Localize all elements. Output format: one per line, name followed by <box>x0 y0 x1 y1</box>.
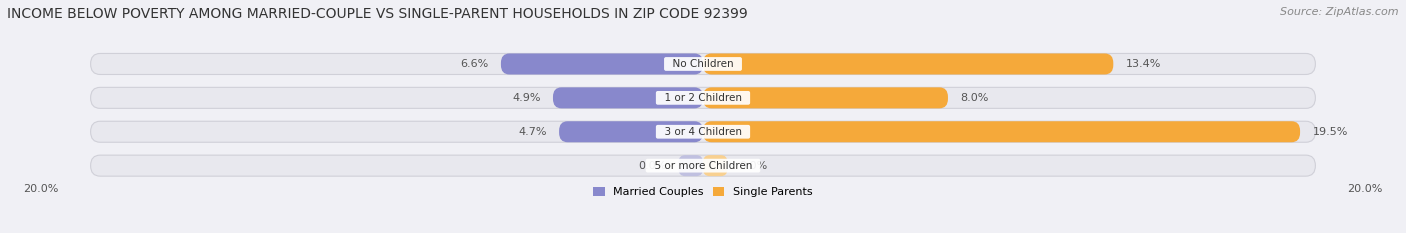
FancyBboxPatch shape <box>90 53 1316 75</box>
FancyBboxPatch shape <box>703 53 1114 75</box>
FancyBboxPatch shape <box>679 155 703 176</box>
Text: 20.0%: 20.0% <box>24 184 59 194</box>
Text: 3 or 4 Children: 3 or 4 Children <box>658 127 748 137</box>
FancyBboxPatch shape <box>90 121 1316 142</box>
FancyBboxPatch shape <box>553 87 703 108</box>
FancyBboxPatch shape <box>703 155 727 176</box>
FancyBboxPatch shape <box>501 53 703 75</box>
FancyBboxPatch shape <box>703 121 1301 142</box>
Text: 6.6%: 6.6% <box>460 59 489 69</box>
Text: 5 or more Children: 5 or more Children <box>648 161 758 171</box>
Text: 8.0%: 8.0% <box>960 93 988 103</box>
Text: Source: ZipAtlas.com: Source: ZipAtlas.com <box>1281 7 1399 17</box>
Text: No Children: No Children <box>666 59 740 69</box>
Text: 0.0%: 0.0% <box>638 161 666 171</box>
Legend: Married Couples, Single Parents: Married Couples, Single Parents <box>593 187 813 197</box>
FancyBboxPatch shape <box>703 87 948 108</box>
Text: INCOME BELOW POVERTY AMONG MARRIED-COUPLE VS SINGLE-PARENT HOUSEHOLDS IN ZIP COD: INCOME BELOW POVERTY AMONG MARRIED-COUPL… <box>7 7 748 21</box>
Text: 20.0%: 20.0% <box>1347 184 1382 194</box>
FancyBboxPatch shape <box>90 87 1316 108</box>
Text: 1 or 2 Children: 1 or 2 Children <box>658 93 748 103</box>
Text: 19.5%: 19.5% <box>1312 127 1348 137</box>
Text: 4.9%: 4.9% <box>512 93 541 103</box>
FancyBboxPatch shape <box>90 155 1316 176</box>
Text: 13.4%: 13.4% <box>1126 59 1161 69</box>
Text: 4.7%: 4.7% <box>519 127 547 137</box>
Text: 0.0%: 0.0% <box>740 161 768 171</box>
FancyBboxPatch shape <box>560 121 703 142</box>
